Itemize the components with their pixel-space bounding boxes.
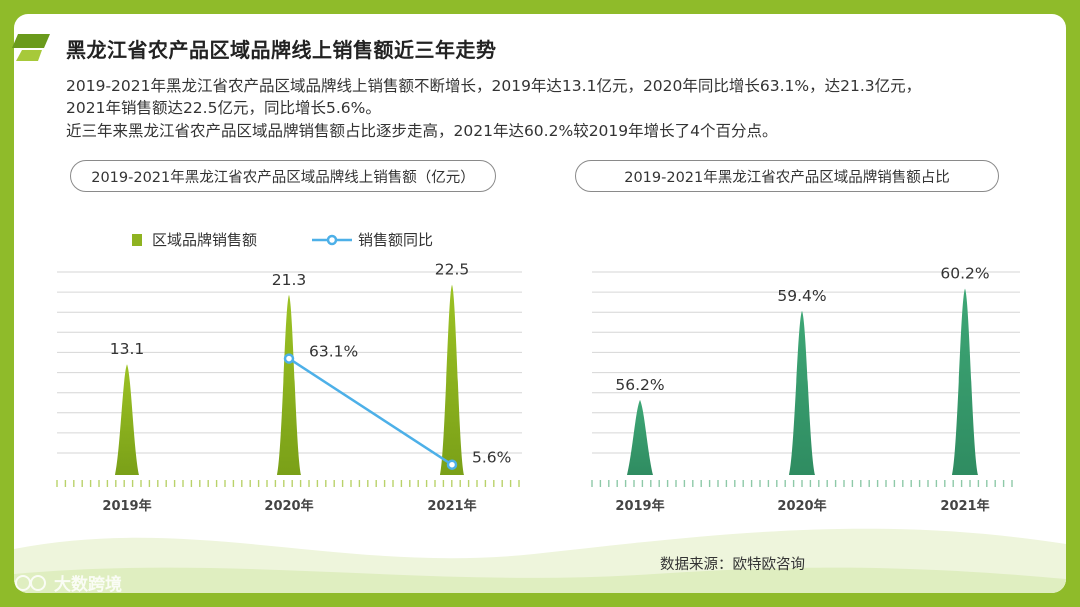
legend-bar-label: 区域品牌销售额 <box>152 231 258 249</box>
bar <box>627 399 653 475</box>
growth-label: 5.6% <box>472 449 511 467</box>
page-title: 黑龙江省农产品区域品牌线上销售额近三年走势 <box>66 38 497 62</box>
bar <box>789 310 815 475</box>
x-tick-label: 2019年 <box>102 498 151 514</box>
chart-title-sales: 2019-2021年黑龙江省农产品区域品牌线上销售额（亿元） <box>70 160 496 192</box>
growth-line <box>288 357 453 466</box>
x-tick-label: 2019年 <box>615 498 664 514</box>
x-tick-label: 2020年 <box>264 498 313 514</box>
watermark: 大数跨境 <box>14 570 122 595</box>
legend-item-line: 销售额同比 <box>312 229 433 250</box>
watermark-text: 大数跨境 <box>54 575 122 595</box>
title-accent-icon <box>12 34 50 61</box>
growth-point <box>283 353 295 364</box>
bottom-wave-decoration <box>14 528 1066 593</box>
legend-bar-swatch <box>132 233 142 246</box>
chart-title-share: 2019-2021年黑龙江省农产品区域品牌销售额占比 <box>575 160 999 192</box>
data-label: 21.3 <box>272 271 307 289</box>
bar <box>115 364 139 475</box>
watermark-logo-icon <box>15 574 46 591</box>
growth-label: 63.1% <box>309 343 358 361</box>
bar <box>952 288 978 475</box>
data-label: 60.2% <box>940 265 989 283</box>
summary-line: 2021年销售额达22.5亿元，同比增长5.6%。 <box>66 99 381 117</box>
data-label: 56.2% <box>615 376 664 394</box>
data-label: 13.1 <box>110 340 145 358</box>
legend-item-bar: 区域品牌销售额 <box>132 229 257 250</box>
x-tick-label: 2020年 <box>777 498 826 514</box>
legend-line-label: 销售额同比 <box>358 231 434 249</box>
x-tick-label: 2021年 <box>427 498 476 514</box>
growth-point <box>446 459 458 470</box>
content-panel <box>14 14 1066 593</box>
data-label: 22.5 <box>435 261 470 279</box>
summary-line: 2019-2021年黑龙江省农产品区域品牌线上销售额不断增长，2019年达13.… <box>66 77 922 95</box>
source-note: 数据来源：欧特欧咨询 <box>660 557 805 573</box>
bar <box>277 294 301 475</box>
x-tick-label: 2021年 <box>940 498 989 514</box>
legend-line-icon <box>312 234 352 245</box>
bar <box>440 284 464 475</box>
summary-line: 近三年来黑龙江省农产品区域品牌销售额占比逐步走高，2021年达60.2%较201… <box>66 122 778 140</box>
data-label: 59.4% <box>777 287 826 305</box>
